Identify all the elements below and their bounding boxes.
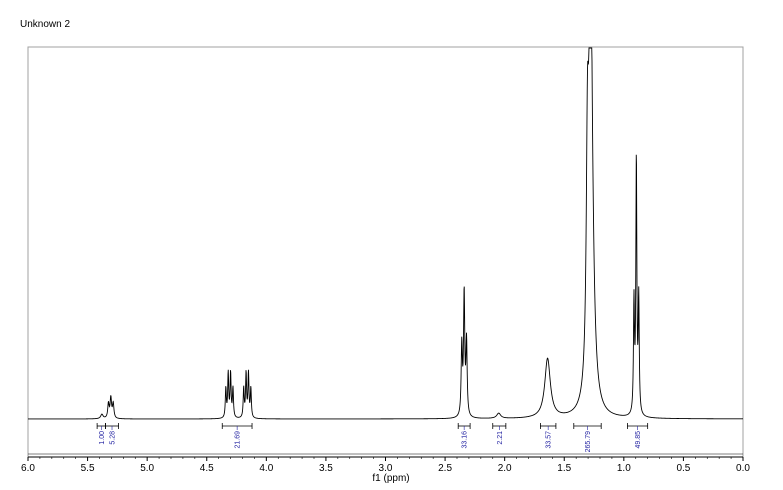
integral-bracket: 33.16 [457, 423, 471, 449]
integral-bracket: 21.69 [221, 423, 253, 449]
x-tick-label: 5.5 [81, 463, 95, 474]
integral-label: 2.21 [497, 431, 504, 445]
x-tick-label: 0.0 [736, 463, 750, 474]
integral-label: 21.69 [235, 431, 242, 449]
x-tick-label: 4.0 [259, 463, 273, 474]
x-tick-label: 1.5 [557, 463, 571, 474]
integral-bracket: 1.00 [96, 423, 106, 445]
x-tick-label: 6.0 [21, 463, 35, 474]
integral-bracket: 265.79 [573, 423, 602, 453]
integral-label: 33.57 [546, 431, 553, 449]
x-tick-label: 2.5 [438, 463, 452, 474]
spectrum-line [28, 47, 743, 420]
spectrum-group [28, 47, 743, 420]
x-axis: 6.0 5.5 5.0 4.5 4.0 3.5 3.0 2.5 2.0 1.5 1.0 0.5 0.0 [21, 453, 750, 474]
integral-bracket: 33.57 [540, 423, 557, 449]
x-tick-label: 2.0 [498, 463, 512, 474]
integral-group: 1.00 5.28 21.69 33.16 2.21 33.57 265.79 49.85 [96, 423, 649, 453]
x-axis-title: f1 (ppm) [372, 473, 409, 484]
integral-label: 5.28 [110, 431, 117, 445]
integral-label: 49.85 [635, 431, 642, 449]
x-tick-label: 3.0 [379, 463, 393, 474]
page-title: Unknown 2 [20, 19, 71, 30]
integral-label: 1.00 [99, 431, 106, 445]
integral-label: 33.16 [462, 431, 469, 449]
integral-bracket: 2.21 [492, 423, 507, 445]
integral-bracket: 49.85 [627, 423, 649, 449]
x-tick-label: 1.0 [617, 463, 631, 474]
x-tick-label: 0.5 [676, 463, 690, 474]
integral-bracket: 5.28 [105, 423, 119, 445]
x-tick-label: 5.0 [140, 463, 154, 474]
x-tick-label: 4.5 [200, 463, 214, 474]
x-tick-label: 3.5 [319, 463, 333, 474]
integral-label: 265.79 [585, 431, 592, 453]
